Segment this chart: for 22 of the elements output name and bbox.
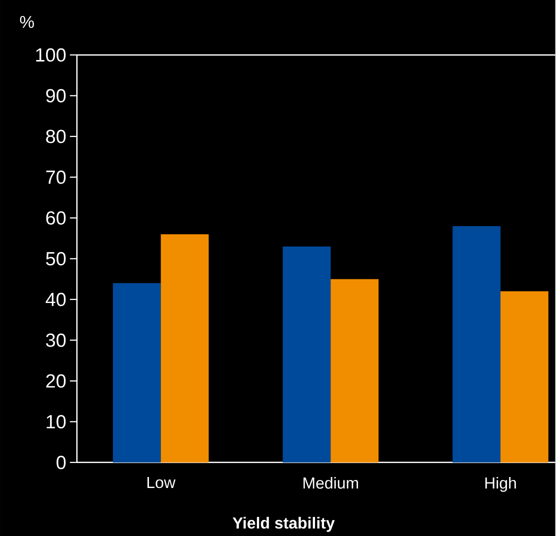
bar [112, 282, 161, 462]
x-tick-label: High [485, 476, 516, 492]
y-tick-label: 10 [46, 414, 66, 428]
y-tick-label: 60 [46, 211, 66, 224]
bar [160, 234, 209, 462]
bar [452, 226, 500, 462]
bar [330, 278, 379, 462]
y-axis-title: % [20, 16, 34, 28]
y-tick-label: 50 [46, 252, 66, 266]
bar [500, 291, 548, 462]
x-tick-label: Medium [304, 476, 358, 489]
x-tick-label: Low [147, 476, 176, 488]
y-tick-label: 0 [56, 456, 66, 469]
y-tick-label: 100 [36, 48, 66, 62]
y-tick-label: 30 [46, 333, 66, 347]
y-tick-label: 70 [46, 170, 66, 184]
x-axis-title: Yield stability [232, 516, 335, 532]
y-tick-label: 80 [46, 130, 66, 143]
y-tick-label: 90 [46, 88, 66, 102]
y-tick-label: 40 [46, 292, 66, 306]
y-tick-label: 20 [46, 374, 66, 388]
bar [282, 246, 331, 462]
